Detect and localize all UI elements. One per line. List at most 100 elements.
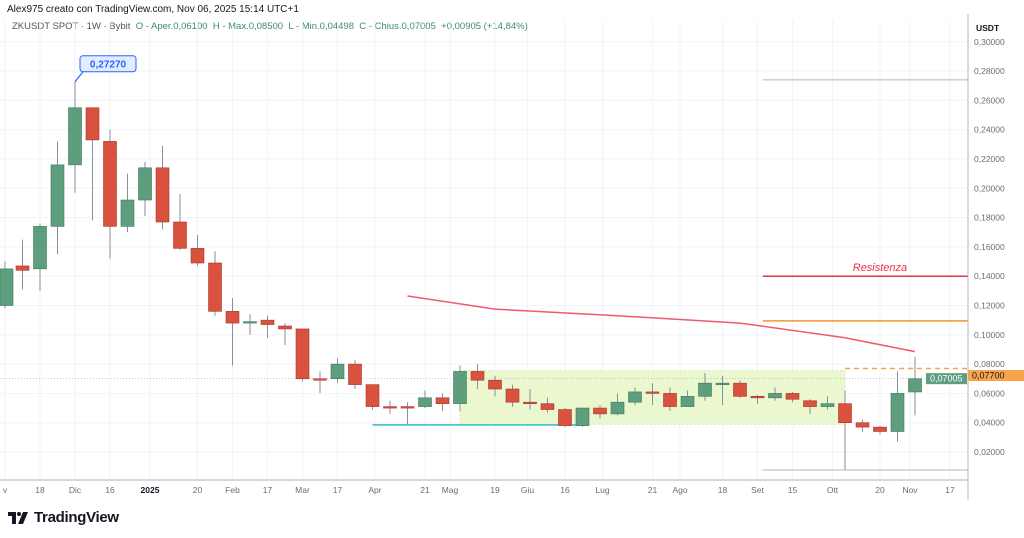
y-tick-label: 0,18000 bbox=[974, 213, 1005, 223]
candle bbox=[103, 141, 117, 227]
candle bbox=[715, 382, 730, 385]
candle bbox=[225, 311, 240, 324]
candle bbox=[435, 397, 450, 404]
change-value: +0,00905 (+14,84%) bbox=[441, 21, 528, 32]
x-tick-label: 16 bbox=[105, 485, 115, 495]
candle bbox=[593, 407, 607, 415]
candle bbox=[50, 164, 65, 227]
y-tick-label: 0,10000 bbox=[974, 330, 1005, 340]
candle bbox=[15, 265, 30, 271]
y-tick-label: 0,16000 bbox=[974, 242, 1005, 252]
candle bbox=[278, 325, 292, 330]
candle bbox=[120, 199, 135, 227]
candle bbox=[313, 378, 327, 381]
y-tick-label: 0,04000 bbox=[974, 418, 1005, 428]
x-tick-label: Mar bbox=[295, 485, 310, 495]
candle bbox=[523, 401, 537, 404]
candle bbox=[540, 403, 555, 410]
candle bbox=[348, 363, 362, 385]
currency-label: USDT bbox=[976, 23, 1000, 33]
resistance-label: Resistenza bbox=[853, 262, 907, 274]
y-tick-label: 0,20000 bbox=[974, 183, 1005, 193]
candle bbox=[820, 403, 835, 407]
y-tick-label: 0,12000 bbox=[974, 301, 1005, 311]
candle bbox=[470, 371, 485, 381]
candle bbox=[663, 393, 677, 407]
candle bbox=[855, 422, 870, 428]
symbol-name[interactable]: ZKUSDT SPOT · 1W · Bybit bbox=[12, 21, 131, 32]
candle bbox=[505, 388, 520, 403]
x-tick-label: 2025 bbox=[141, 485, 160, 495]
candle bbox=[138, 167, 152, 201]
candle bbox=[155, 167, 170, 223]
x-tick-label: 17 bbox=[945, 485, 955, 495]
candle bbox=[173, 221, 187, 249]
high-value: H - Max.0,08500 bbox=[212, 21, 284, 32]
candle bbox=[873, 426, 887, 432]
candle bbox=[0, 268, 14, 306]
last-price-badge: 0,07005 bbox=[930, 374, 963, 384]
x-tick-label: Giu bbox=[521, 485, 535, 495]
candle bbox=[488, 379, 502, 390]
x-tick-label: Feb bbox=[225, 485, 240, 495]
candle bbox=[768, 393, 782, 399]
candle bbox=[68, 107, 82, 166]
symbol-legend: ZKUSDT SPOT · 1W · Bybit O - Aper.0,0610… bbox=[12, 21, 528, 32]
x-tick-label: 19 bbox=[490, 485, 500, 495]
candle bbox=[838, 403, 852, 423]
candle bbox=[750, 396, 765, 399]
x-tick-label: Apr bbox=[368, 485, 381, 495]
x-tick-label: 21 bbox=[420, 485, 430, 495]
candle bbox=[400, 406, 415, 409]
candle bbox=[890, 393, 905, 432]
brand-name: TradingView bbox=[34, 509, 119, 526]
candle bbox=[610, 401, 625, 415]
y-tick-label: 0,02000 bbox=[974, 447, 1005, 457]
candle bbox=[908, 378, 922, 393]
moving-average-line bbox=[407, 295, 916, 353]
x-tick-label: Nov bbox=[902, 485, 918, 495]
candle bbox=[680, 396, 695, 407]
x-tick-label: 17 bbox=[333, 485, 343, 495]
x-tick-label: Ott bbox=[827, 485, 839, 495]
x-tick-label: Mag bbox=[442, 485, 459, 495]
candle bbox=[803, 400, 817, 407]
high-callout-label: 0,27270 bbox=[90, 59, 127, 70]
candle bbox=[733, 382, 747, 397]
candle bbox=[33, 226, 47, 270]
dashed-level-badge-bg bbox=[968, 370, 1024, 381]
candle bbox=[85, 107, 100, 141]
candle bbox=[330, 363, 345, 380]
y-tick-label: 0,14000 bbox=[974, 271, 1005, 281]
y-tick-label: 0,06000 bbox=[974, 388, 1005, 398]
candle bbox=[628, 391, 642, 403]
last-price-badge-bg bbox=[926, 373, 967, 385]
x-tick-label: 21 bbox=[648, 485, 658, 495]
tradingview-logo: TradingView bbox=[8, 509, 119, 526]
candle bbox=[383, 406, 397, 409]
x-tick-label: v bbox=[3, 485, 8, 495]
candle bbox=[208, 262, 222, 312]
high-callout-box bbox=[79, 55, 137, 73]
x-tick-label: 16 bbox=[560, 485, 570, 495]
x-tick-label: 18 bbox=[718, 485, 728, 495]
author-line: Alex975 creato con TradingView.com, Nov … bbox=[7, 4, 299, 15]
x-tick-label: 18 bbox=[35, 485, 45, 495]
x-tick-label: Ago bbox=[672, 485, 687, 495]
x-tick-label: Set bbox=[751, 485, 764, 495]
low-value: L - Min.0,04498 bbox=[288, 21, 355, 32]
y-tick-label: 0,28000 bbox=[974, 66, 1005, 76]
open-value: O - Aper.0,06100 bbox=[135, 21, 208, 32]
candle bbox=[575, 407, 590, 426]
x-tick-label: Lug bbox=[595, 485, 609, 495]
dashed-level-badge: 0,07700 bbox=[972, 371, 1005, 381]
close-value: C - Chius.0,07005 bbox=[359, 21, 436, 32]
y-tick-label: 0,30000 bbox=[974, 37, 1005, 47]
tradingview-logo-icon bbox=[8, 511, 28, 524]
candle bbox=[785, 393, 800, 400]
candle bbox=[260, 319, 275, 325]
candle bbox=[453, 371, 467, 404]
y-tick-label: 0,22000 bbox=[974, 154, 1005, 164]
callout-pointer bbox=[74, 71, 84, 83]
